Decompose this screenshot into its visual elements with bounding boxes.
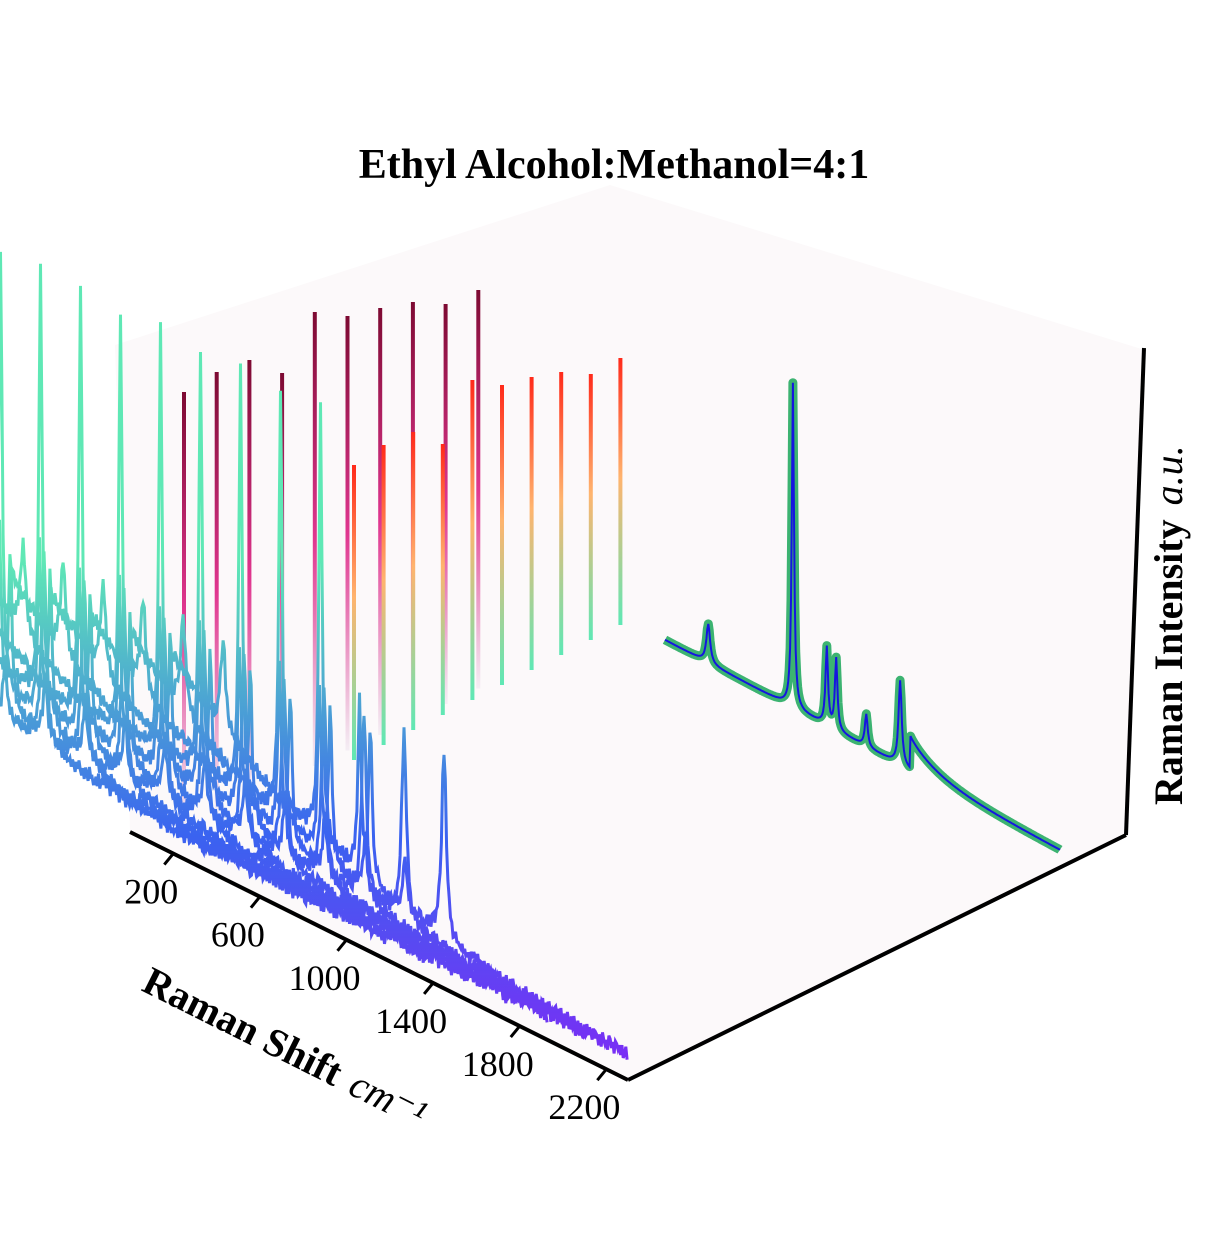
reference-line [664,382,1061,851]
spectra-group [0,251,629,1060]
x-tick-mark [249,895,262,909]
front-sharp-peak [559,372,564,655]
x-ticks: 200 600 1000 1400 1800 2200 [124,852,620,1127]
x-tick-mark [509,1025,521,1039]
front-sharp-peak [352,465,356,760]
spectrum-line [0,263,349,923]
back-sharp-peak [182,392,186,828]
x-tick-label: 1400 [375,1001,447,1041]
back-sharp-peak [443,304,448,704]
labels-group: Ethyl Alcohol:Methanol=4:1 Raman Shift c… [136,142,1191,1137]
spectrum-line [49,351,509,1004]
front-sharp-peak [440,444,445,715]
svg-text:Raman Intensity a.u.: Raman Intensity a.u. [1146,445,1191,805]
x-axis-label-group: Raman Shift cm⁻¹ [136,958,434,1137]
pane-right [130,185,1145,1080]
x-tick-label: 1800 [462,1044,534,1084]
x-tick-label: 200 [124,872,178,912]
x-tick-label: 600 [211,915,265,955]
front-sharp-peak [529,377,534,670]
back-sharp-peak [214,372,219,813]
svg-text:Raman Shift cm⁻¹: Raman Shift cm⁻¹ [136,958,434,1137]
x-tick-mark [596,1068,608,1082]
front-sharp-peak [588,374,593,640]
x-tick-label: 2200 [548,1087,620,1127]
background-panes [115,185,1145,1080]
x-axis-unit: cm⁻¹ [342,1061,433,1137]
front-sharp-peak [381,445,386,745]
front-sharp-peak [470,380,475,700]
back-sharp-peak [378,308,383,735]
back-sharp-peak [312,312,317,766]
z-axis-unit: a.u. [1146,445,1191,505]
x-tick-mark [336,938,348,952]
front-sharp-peak [500,385,504,685]
front-sharp-peak [618,358,623,625]
z-axis-label: Raman Intensity [1146,519,1191,805]
spectrum-line [169,402,629,1060]
back-sharp-peak [345,316,350,751]
x-tick-label: 1000 [289,958,361,998]
back-sharp-peaks [182,290,623,828]
x-tick-mark [422,982,435,995]
z-axis-label-group: Raman Intensity a.u. [1146,445,1191,805]
z-axis-line [1124,347,1146,836]
spectrum-line [0,285,389,945]
back-sharp-peak [476,290,481,689]
x-tick-mark [163,852,175,866]
reference-spectrum [661,378,1064,854]
spectrum-line [89,363,549,1023]
front-sharp-peak [411,432,416,730]
axes-group: 200 600 1000 1400 1800 2200 [124,347,1146,1127]
x-axis-line [129,830,629,1082]
y-axis-line [627,833,1127,1082]
back-sharp-peak [247,360,252,797]
chart-title: Ethyl Alcohol:Methanol=4:1 [359,142,869,188]
